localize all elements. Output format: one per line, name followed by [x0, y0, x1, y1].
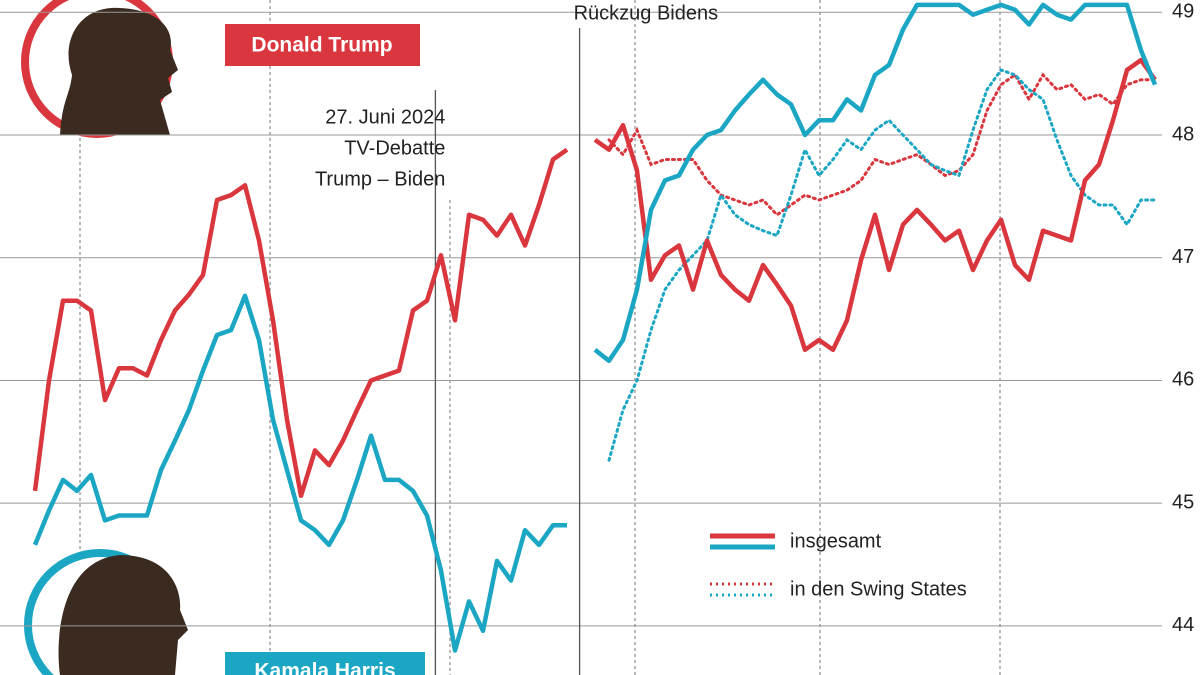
- harris-portrait: [24, 549, 425, 675]
- legend-label: in den Swing States: [790, 578, 967, 600]
- annotation: Rückzug Bidens: [574, 2, 719, 24]
- trump-portrait: [21, 0, 420, 138]
- y-tick-label: 44: [1172, 614, 1194, 636]
- swing-line: [607, 72, 1157, 217]
- candidate-name: Donald Trump: [251, 34, 392, 57]
- silhouette: [58, 555, 188, 675]
- annotation: 27. Juni 2024: [325, 106, 445, 128]
- swing-line: [607, 68, 1157, 462]
- y-tick-label: 46: [1172, 369, 1194, 391]
- line: [32, 57, 1157, 499]
- annotation: Trump – Biden: [315, 168, 445, 190]
- y-tick-label: 47: [1172, 246, 1194, 268]
- legend-label: insgesamt: [790, 530, 882, 552]
- y-tick-label: 48: [1172, 123, 1194, 145]
- silhouette: [60, 7, 178, 135]
- y-tick-label: 45: [1172, 491, 1194, 513]
- line: [32, 2, 1158, 653]
- annotation: TV-Debatte: [344, 137, 445, 159]
- badge: [225, 652, 425, 675]
- badge: [225, 24, 420, 66]
- candidate-name: Kamala Harris: [254, 660, 395, 675]
- guides: [79, 0, 1001, 675]
- y-tick-label: 49: [1172, 1, 1194, 23]
